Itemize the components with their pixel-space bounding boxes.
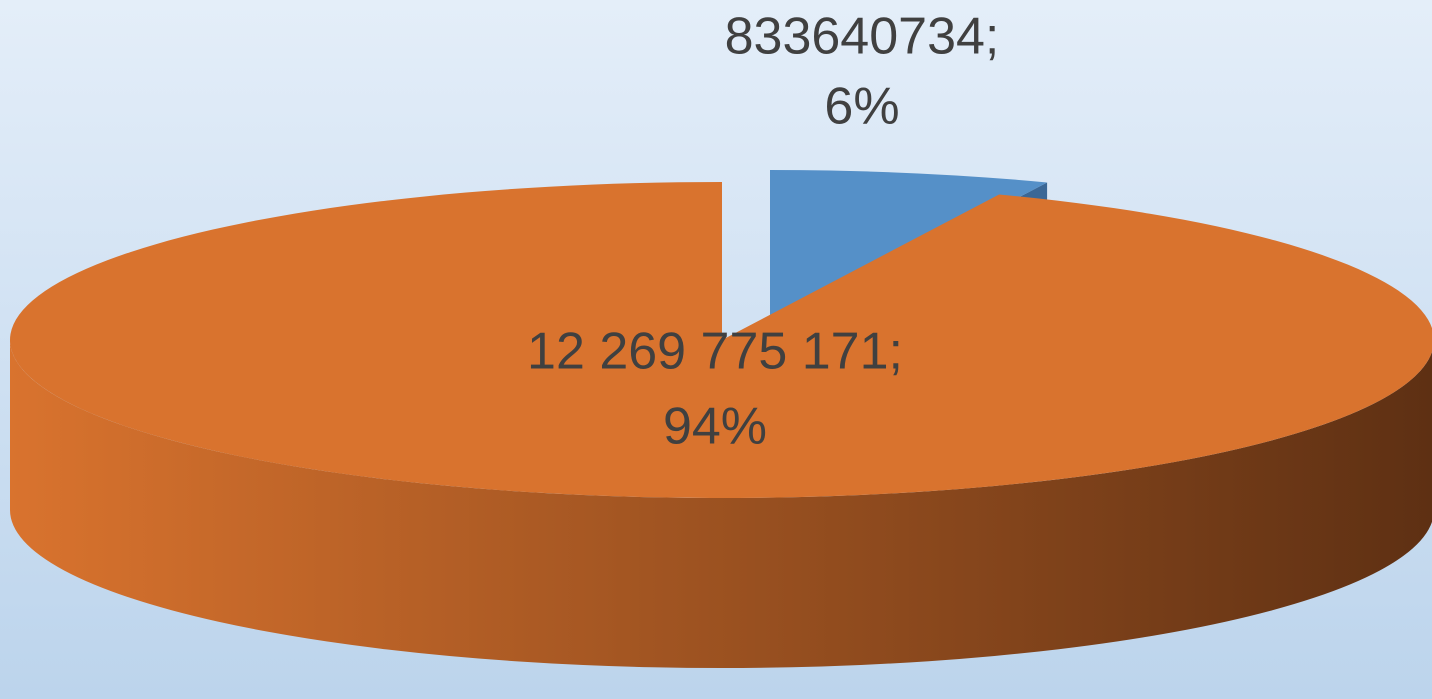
slice-side bbox=[10, 340, 1432, 668]
percent-label: 94% bbox=[663, 398, 767, 456]
data-label: 833640734; bbox=[725, 8, 1000, 66]
slice bbox=[10, 182, 1432, 498]
data-label: 12 269 775 171; bbox=[527, 323, 903, 381]
percent-label: 6% bbox=[824, 78, 899, 136]
